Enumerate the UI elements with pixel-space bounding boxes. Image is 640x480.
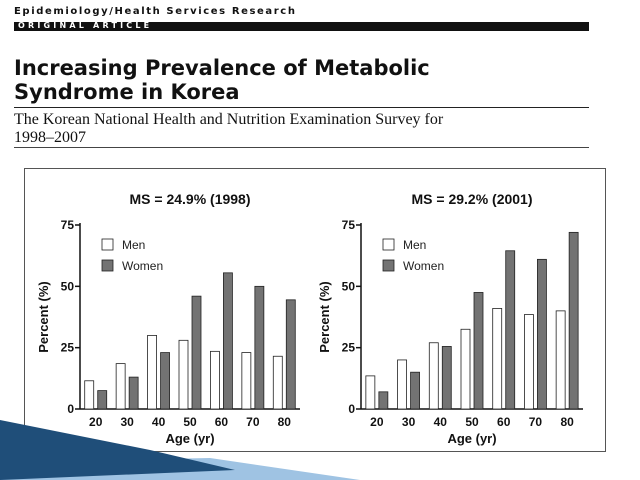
x-tick-label: 50 <box>183 415 197 429</box>
bar-men <box>178 339 189 410</box>
article-subtitle-line-2: 1998–2007 <box>14 129 86 146</box>
subtitle-divider <box>14 147 589 148</box>
bar-men <box>84 380 95 410</box>
legend-swatch-women <box>382 259 395 272</box>
x-tick-label: 60 <box>497 415 511 429</box>
y-axis-label: Percent (%) <box>317 281 332 353</box>
legend-swatch-men <box>101 238 114 251</box>
legend-swatch-men <box>382 238 395 251</box>
bar-charts: MS = 24.9% (1998) 0 25 50 75 Percent (%) 20 30 4… <box>36 191 583 446</box>
chart-title: MS = 24.9% (1998) <box>129 191 250 207</box>
x-tick-label: 70 <box>529 415 543 429</box>
y-tick-label: 50 <box>342 279 356 293</box>
bar-women <box>378 391 389 410</box>
bar-women <box>505 250 516 410</box>
article-subtitle-line-1: The Korean National Health and Nutrition… <box>14 111 444 128</box>
journal-section-header: Epidemiology/Health Services Research <box>14 6 297 17</box>
bar-women <box>473 292 484 410</box>
chart-title: MS = 29.2% (2001) <box>411 191 532 207</box>
figure-panel: MS = 24.9% (1998) 0 25 50 75 Percent (%) 20 30 4… <box>24 168 606 452</box>
article-subtitle: The Korean National Health and Nutrition… <box>14 111 614 147</box>
y-axis-label: Percent (%) <box>36 281 51 353</box>
bar-women <box>254 285 265 410</box>
bar-women <box>441 346 452 410</box>
x-tick-label: 30 <box>120 415 134 429</box>
y-tick-label: 75 <box>342 218 356 232</box>
x-tick-label: 80 <box>278 415 292 429</box>
title-divider <box>14 107 589 108</box>
bar-men <box>428 342 439 410</box>
y-tick-label: 75 <box>61 218 75 232</box>
x-tick-label: 50 <box>465 415 479 429</box>
article-type-label: ORIGINAL ARTICLE <box>18 21 153 30</box>
bar-men <box>492 308 503 410</box>
bar-women <box>410 371 420 410</box>
x-tick-label: 40 <box>152 415 166 429</box>
bar-women <box>160 352 170 410</box>
x-tick-label: 40 <box>434 415 448 429</box>
y-tick-label: 25 <box>342 341 356 355</box>
bar-men <box>365 375 376 410</box>
bar-men <box>524 314 534 410</box>
article-title: Increasing Prevalence of Metabolic Syndr… <box>14 56 614 104</box>
bar-women <box>537 258 547 410</box>
bar-men <box>555 310 566 410</box>
bar-men <box>397 359 407 410</box>
x-tick-label: 30 <box>402 415 416 429</box>
x-tick-label: 20 <box>370 415 384 429</box>
decorative-swoosh <box>0 420 360 480</box>
x-tick-label: 20 <box>89 415 103 429</box>
bar-women <box>191 295 202 410</box>
x-tick-label: 60 <box>215 415 229 429</box>
y-tick-label: 0 <box>348 402 355 416</box>
x-axis-label: Age (yr) <box>447 431 496 446</box>
bar-men <box>460 328 471 410</box>
x-tick-label: 80 <box>560 415 574 429</box>
y-tick-label: 50 <box>61 279 75 293</box>
legend-label-men: Men <box>122 238 145 252</box>
bar-men <box>115 363 126 410</box>
article-type-bar: ORIGINAL ARTICLE <box>14 21 589 31</box>
y-tick-label: 0 <box>67 402 74 416</box>
bar-women <box>223 272 233 410</box>
bar-women <box>128 376 139 410</box>
bar-men <box>210 350 220 410</box>
y-tick-label: 25 <box>61 341 75 355</box>
article-title-line-1: Increasing Prevalence of Metabolic <box>14 56 430 80</box>
bar-women <box>285 299 296 410</box>
swoosh-dark-band <box>0 420 235 480</box>
x-tick-label: 70 <box>246 415 260 429</box>
bar-men <box>147 334 157 410</box>
legend-label-women: Women <box>122 259 163 273</box>
bar-men <box>272 355 283 410</box>
bar-men <box>241 352 252 410</box>
bar-women <box>97 390 108 410</box>
legend-label-women: Women <box>403 259 444 273</box>
article-title-line-2: Syndrome in Korea <box>14 80 240 104</box>
legend-label-men: Men <box>403 238 426 252</box>
legend-swatch-women <box>101 259 114 272</box>
bar-women <box>568 231 579 410</box>
x-axis-label: Age (yr) <box>165 431 214 446</box>
